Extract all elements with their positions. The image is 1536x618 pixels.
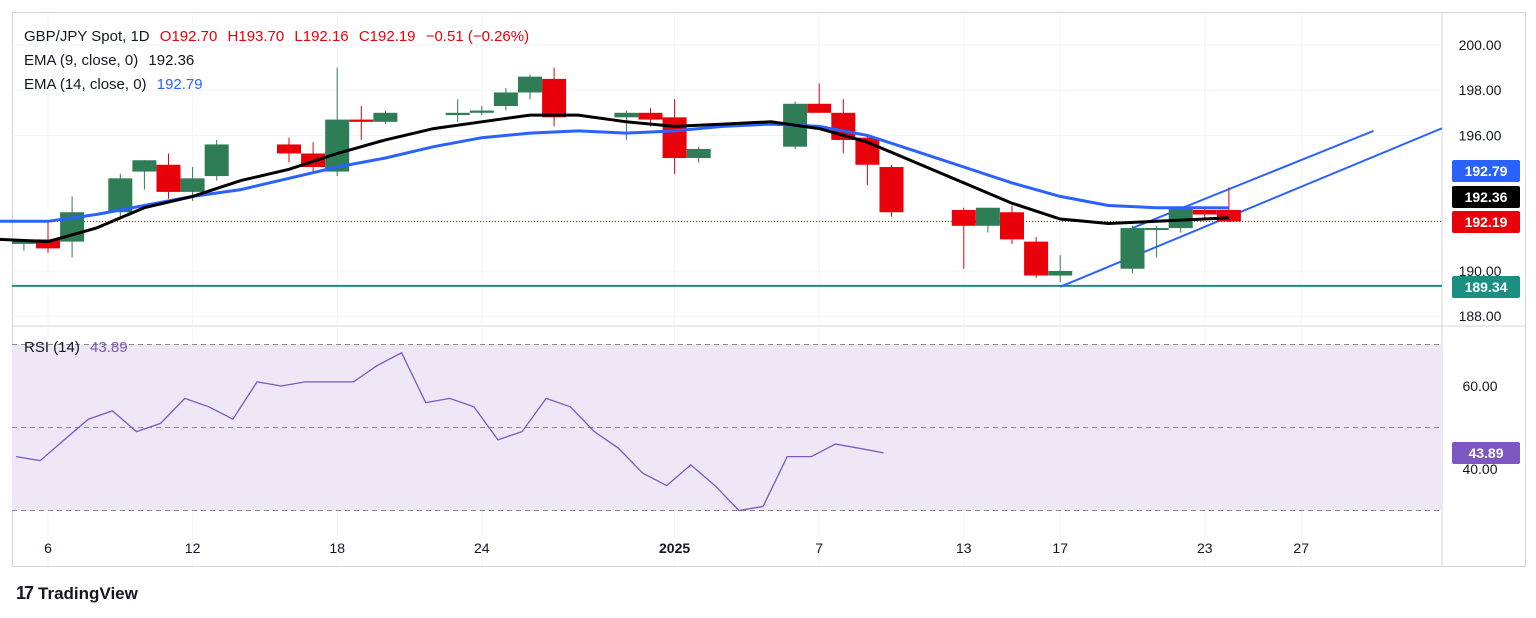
candle-body [542,78,567,118]
candle-body [1192,209,1217,215]
rsi-tick-label: 40.00 [1462,461,1497,477]
support-price-tag: 189.34 [1452,276,1520,298]
candle-body [204,144,229,177]
candle-body [686,148,711,158]
rsi-price-tag: 43.89 [1452,442,1520,464]
time-tick-label: 2025 [659,540,690,556]
candle-body [493,92,518,107]
candle-body [469,110,494,113]
ema14-label: EMA (14, close, 0) [24,76,147,93]
candle-body [1168,207,1193,229]
open-value: O192.70 [159,28,218,45]
low-value: L192.16 [294,28,349,45]
time-tick-label: 6 [44,540,52,556]
price-tick-label: 188.00 [1459,308,1502,324]
candle-body [1048,271,1073,276]
symbol-line: GBP/JPY Spot, 1D [24,28,150,45]
ema9-label: EMA (9, close, 0) [24,52,139,69]
change-value: −0.51 (−0.26%) [425,28,530,45]
time-tick-label: 12 [185,540,201,556]
price-tick-label: 198.00 [1459,82,1502,98]
candle-body [349,119,374,122]
candle-body [156,164,181,192]
time-tick-label: 24 [474,540,490,556]
candle-body [614,112,639,118]
ema14-price-tag: 192.79 [1452,160,1520,182]
price-tick-label: 190.00 [1459,263,1502,279]
candle-body [277,144,301,154]
candle-body [975,207,1000,226]
ema14-line [0,122,1229,223]
ema9-price-tag: 192.36 [1452,186,1520,208]
time-tick-label: 13 [956,540,972,556]
time-tick-label: 7 [815,540,823,556]
time-tick-label: 17 [1052,540,1068,556]
candle-body [951,209,976,226]
ema9-line [0,113,1229,244]
time-tick-label: 23 [1197,540,1213,556]
rsi-legend: RSI (14) 43.89 [24,339,134,356]
ema9-legend: EMA (9, close, 0) 192.36 [24,52,200,69]
ema9-value: 192.36 [148,52,195,69]
price-tick-label: 200.00 [1459,37,1502,53]
candle-body [662,117,687,158]
price-tick-label: 196.00 [1459,127,1502,143]
chart-frame [12,12,1526,567]
candle-body [36,239,60,249]
channel-lower-line [1059,127,1443,288]
rsi-label: RSI (14) [24,339,80,356]
channel-upper-line [1132,129,1374,229]
symbol-legend: GBP/JPY Spot, 1D O192.70 H193.70 L192.16… [24,28,535,45]
tradingview-brand: TradingView [38,584,138,603]
ema14-legend: EMA (14, close, 0) 192.79 [24,76,209,93]
rsi-value: 43.89 [90,339,128,356]
candle-body [1216,209,1241,222]
candle-body [1144,228,1169,231]
rsi-line [15,351,884,512]
time-tick-label: 27 [1293,540,1309,556]
time-tick-label: 18 [329,540,345,556]
ema14-value: 192.79 [156,76,203,93]
candle-body [1120,228,1145,269]
candle-body [373,112,398,122]
candle-body [879,167,904,213]
candle-body [1000,212,1024,240]
candle-body [445,112,470,116]
candle-body [1024,241,1049,276]
tradingview-logo[interactable]: 17 TradingView [16,583,138,604]
candle-body [518,76,542,93]
candle-body [132,160,157,172]
candle-body [180,178,205,192]
candle-body [108,178,133,213]
close-value: C192.19 [358,28,416,45]
tradingview-logo-icon: 17 [16,583,34,603]
candle-body [325,119,350,172]
close-price-tag: 192.19 [1452,211,1520,233]
candle-body [807,103,832,113]
rsi-tick-label: 60.00 [1462,378,1497,394]
candle-body [638,112,663,120]
high-value: H193.70 [227,28,285,45]
